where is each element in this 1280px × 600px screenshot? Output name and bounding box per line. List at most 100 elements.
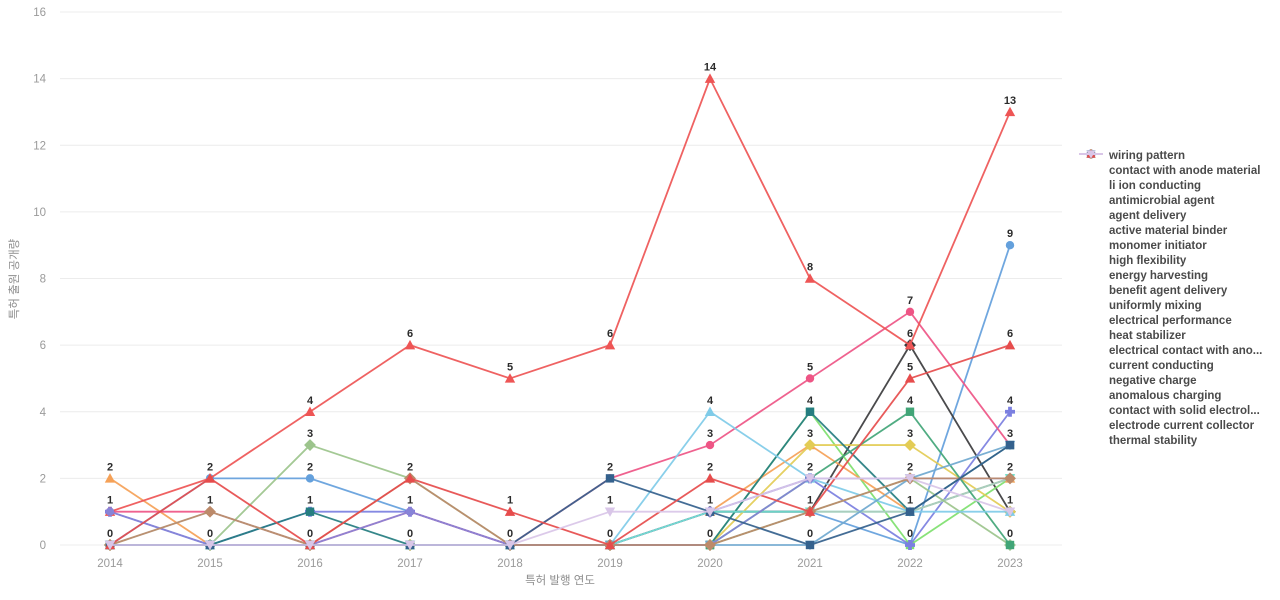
legend-label: li ion conducting: [1109, 180, 1201, 192]
x-axis-tick: 2016: [297, 558, 323, 570]
legend-item-energy-harvesting[interactable]: energy harvesting: [1078, 149, 1262, 284]
heat-stabilizer-marker-icon: [1078, 150, 1104, 342]
point-label: 6: [1007, 328, 1013, 340]
legend-item-electrode-current-collector[interactable]: electrode current collector: [1078, 149, 1262, 434]
point-label: 1: [607, 495, 613, 507]
point-label: 13: [1004, 95, 1016, 107]
legend-label: electrical performance: [1109, 315, 1232, 327]
point-label: 3: [1007, 428, 1013, 440]
anomalous-charging-marker-icon: [1078, 149, 1104, 402]
point-label: 1: [807, 495, 813, 507]
active-material-binder-marker-icon: [1078, 150, 1104, 237]
chart-legend: wiring pattern contact with anode materia…: [1078, 149, 1262, 449]
series-antimicrobial-agent: [104, 439, 1016, 550]
point-label: 0: [507, 528, 513, 540]
point-label: 2: [707, 461, 713, 473]
legend-label: high flexibility: [1109, 255, 1187, 267]
point-label: 2: [807, 461, 813, 473]
point-label: 1: [207, 495, 213, 507]
benefit-agent-delivery-marker-icon: [1078, 150, 1104, 297]
y-axis-tick: 8: [40, 274, 46, 286]
point-label: 7: [907, 295, 913, 307]
electrode-current-collector-marker-icon: [1078, 149, 1104, 432]
legend-label: contact with solid electrol...: [1109, 405, 1260, 417]
point-label: 3: [307, 428, 313, 440]
point-label: 4: [307, 395, 314, 407]
current-conducting-marker-icon: [1078, 150, 1104, 372]
energy-harvesting-marker-icon: [1078, 149, 1104, 282]
legend-item-li-ion-conducting[interactable]: li ion conducting: [1078, 150, 1262, 194]
point-label: 0: [407, 528, 413, 540]
legend-item-high-flexibility[interactable]: high flexibility: [1078, 150, 1262, 269]
point-label: 2: [107, 461, 113, 473]
negative-charge-marker-icon: [1078, 150, 1104, 387]
contact-with-anode-material-marker-icon: [1078, 149, 1104, 177]
point-label: 0: [307, 528, 313, 540]
legend-label: heat stabilizer: [1109, 330, 1186, 342]
legend-label: anomalous charging: [1109, 390, 1222, 402]
point-label: 2: [407, 461, 413, 473]
legend-label: current conducting: [1109, 360, 1214, 372]
point-label: 5: [907, 361, 913, 373]
legend-item-wiring-pattern[interactable]: wiring pattern: [1078, 149, 1262, 164]
point-label: 1: [507, 495, 513, 507]
legend-item-monomer-initiator[interactable]: monomer initiator: [1078, 149, 1262, 254]
point-label: 0: [1007, 528, 1013, 540]
legend-item-benefit-agent-delivery[interactable]: benefit agent delivery: [1078, 150, 1262, 299]
point-label: 4: [1007, 395, 1014, 407]
series-energy-harvesting: [104, 73, 1016, 516]
legend-item-heat-stabilizer[interactable]: heat stabilizer: [1078, 150, 1262, 344]
agent-delivery-marker-icon: [1078, 149, 1104, 222]
point-label: 9: [1007, 228, 1013, 240]
y-axis-tick: 4: [40, 407, 47, 419]
x-axis-tick: 2020: [697, 558, 723, 570]
point-label: 1: [407, 495, 413, 507]
legend-item-agent-delivery[interactable]: agent delivery: [1078, 149, 1262, 224]
legend-label: thermal stability: [1109, 435, 1198, 447]
y-axis-tick: 16: [33, 7, 46, 19]
legend-item-contact-with-anode-material[interactable]: contact with anode material: [1078, 149, 1262, 179]
legend-item-active-material-binder[interactable]: active material binder: [1078, 150, 1262, 239]
series-thermal-stability: [104, 474, 1016, 551]
point-label: 0: [107, 528, 113, 540]
point-label: 0: [707, 528, 713, 540]
legend-item-current-conducting[interactable]: current conducting: [1078, 150, 1262, 374]
legend-item-anomalous-charging[interactable]: anomalous charging: [1078, 149, 1262, 404]
y-axis-tick: 0: [40, 540, 46, 552]
point-label: 1: [107, 495, 113, 507]
legend-item-negative-charge[interactable]: negative charge: [1078, 150, 1262, 389]
point-label: 6: [407, 328, 413, 340]
x-axis-tick: 2023: [997, 558, 1023, 570]
legend-label: energy harvesting: [1109, 270, 1209, 282]
x-axis-tick: 2019: [597, 558, 623, 570]
contact-with-solid-electrol--marker-icon: [1078, 150, 1104, 417]
point-label: 14: [704, 62, 717, 74]
point-label: 1: [907, 495, 913, 507]
point-label: 1: [307, 495, 313, 507]
legend-item-contact-with-solid-electrol-[interactable]: contact with solid electrol...: [1078, 150, 1262, 419]
point-label: 3: [907, 428, 913, 440]
legend-item-electrical-contact-with-ano-[interactable]: electrical contact with ano...: [1078, 149, 1262, 359]
x-axis-tick: 2015: [197, 558, 223, 570]
point-label: 0: [207, 528, 213, 540]
legend-item-electrical-performance[interactable]: electrical performance: [1078, 149, 1262, 329]
legend-item-antimicrobial-agent[interactable]: antimicrobial agent: [1078, 149, 1262, 209]
legend-label: negative charge: [1109, 375, 1197, 387]
point-label: 1: [1007, 495, 1013, 507]
point-label: 5: [807, 361, 813, 373]
uniformly-mixing-marker-icon: [1078, 150, 1104, 312]
point-label: 8: [807, 262, 813, 274]
high-flexibility-marker-icon: [1078, 150, 1104, 267]
li-ion-conducting-marker-icon: [1078, 150, 1104, 192]
legend-label: agent delivery: [1109, 210, 1187, 222]
y-axis-tick: 6: [40, 340, 46, 352]
y-axis-tick: 10: [33, 207, 46, 219]
legend-item-uniformly-mixing[interactable]: uniformly mixing: [1078, 150, 1262, 314]
point-label: 2: [1007, 461, 1013, 473]
legend-label: contact with anode material: [1109, 165, 1261, 177]
legend-label: electrode current collector: [1109, 420, 1255, 432]
point-label: 3: [807, 428, 813, 440]
point-label: 0: [607, 528, 613, 540]
legend-item-thermal-stability[interactable]: thermal stability: [1078, 150, 1262, 449]
